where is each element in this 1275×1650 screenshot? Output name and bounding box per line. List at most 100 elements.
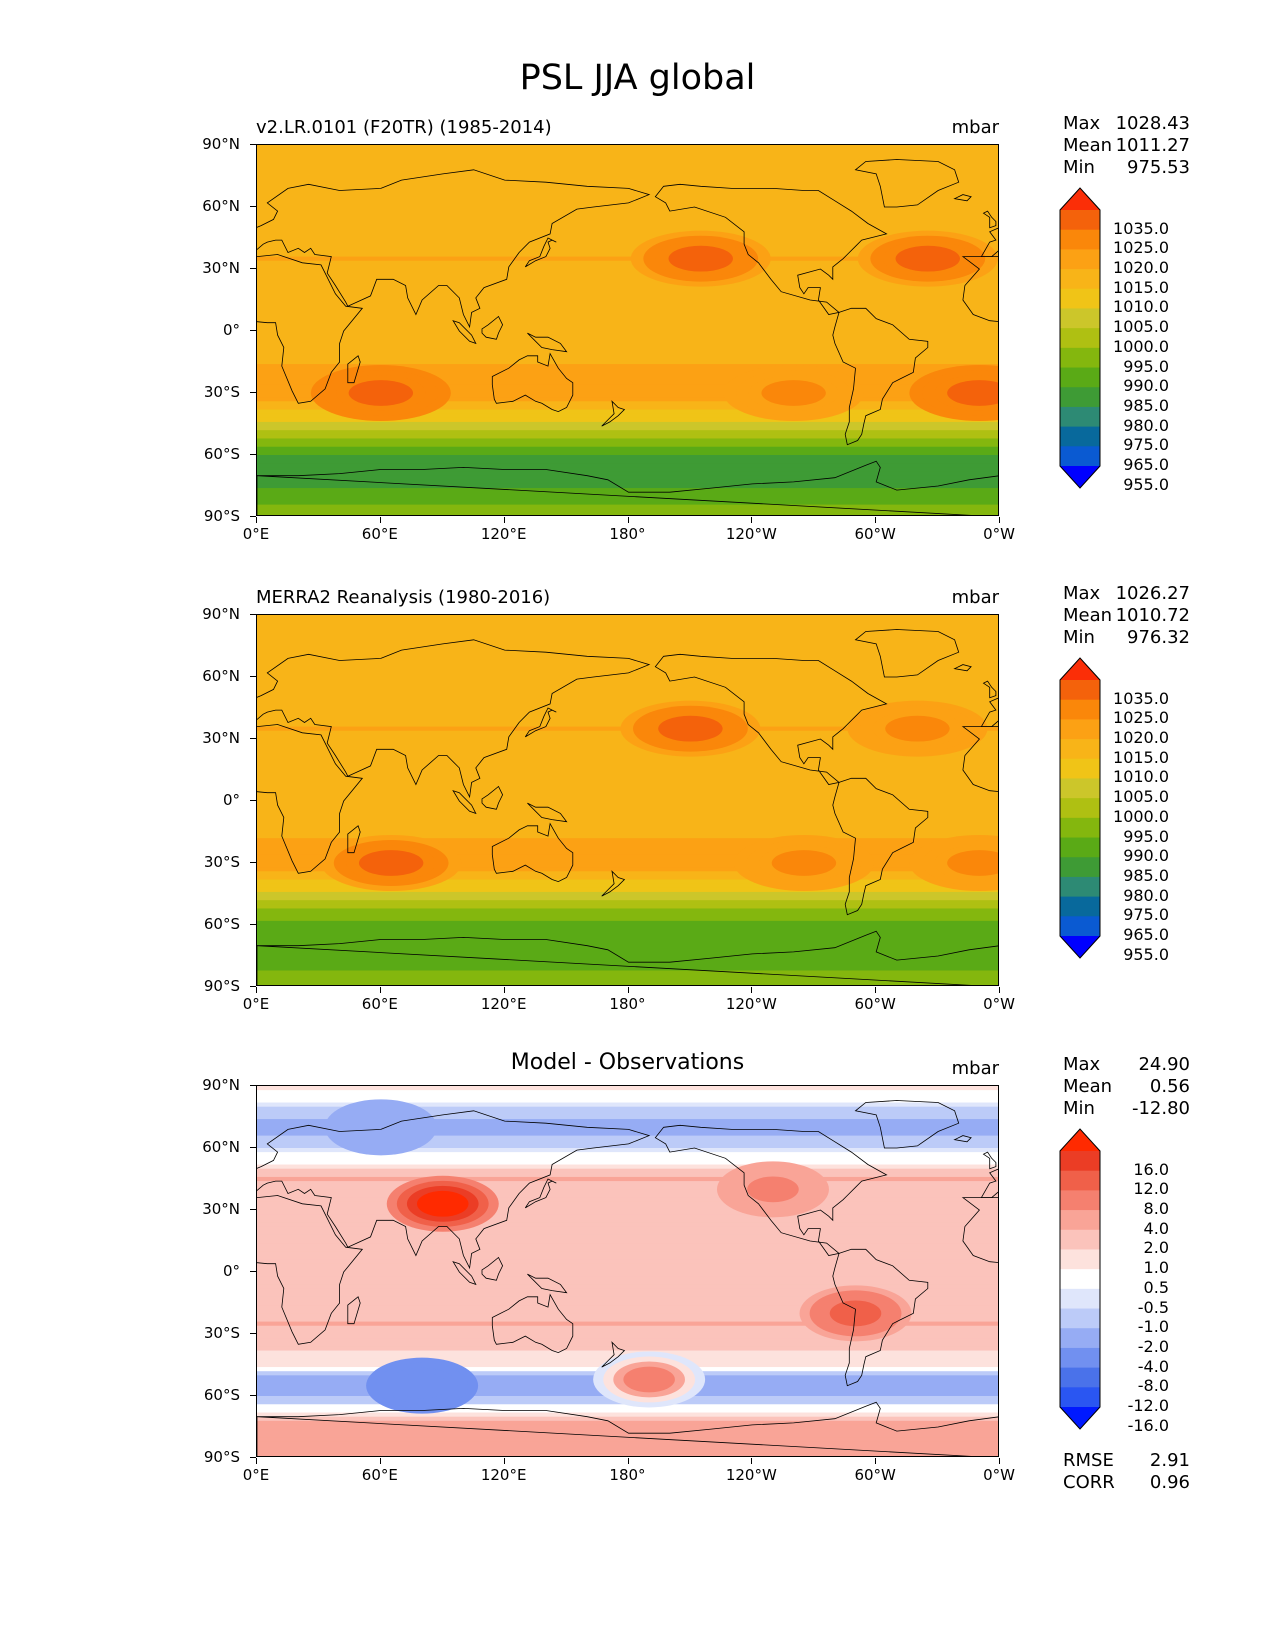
zonal-band-group bbox=[257, 145, 998, 515]
coastline bbox=[527, 802, 568, 823]
zonal-band bbox=[257, 459, 998, 464]
colorbar-tick-label: 1010.0 bbox=[1113, 297, 1169, 317]
stat-label: Max bbox=[1063, 1054, 1101, 1075]
zonal-band bbox=[257, 685, 998, 690]
lon-tick-label: 120°E bbox=[464, 517, 544, 543]
zonal-band bbox=[257, 962, 998, 967]
metric-label: CORR bbox=[1063, 1472, 1115, 1493]
zonal-band bbox=[257, 409, 998, 415]
zonal-band bbox=[257, 1160, 998, 1166]
zonal-band bbox=[257, 978, 998, 984]
colorbar-swatches bbox=[1059, 1128, 1101, 1430]
zonal-band bbox=[257, 677, 998, 682]
panel-title: Model - Observations bbox=[510, 1050, 745, 1075]
zonal-band bbox=[257, 297, 998, 303]
zonal-band bbox=[257, 368, 998, 373]
zonal-band bbox=[257, 1251, 998, 1257]
figure-title: PSL JJA global bbox=[519, 58, 756, 98]
colorbar-tick-label: -16.0 bbox=[1127, 1415, 1169, 1435]
colorbar-tick-label: 990.0 bbox=[1123, 376, 1169, 396]
zonal-band bbox=[257, 619, 998, 624]
zonal-band bbox=[257, 949, 998, 955]
zonal-band bbox=[257, 231, 998, 237]
coastline bbox=[452, 319, 477, 345]
panel-difference: Model - Observations mbar Max 24.90 Mean 0.56… bbox=[0, 1050, 1275, 1508]
zonal-band bbox=[257, 970, 998, 976]
pressure-center bbox=[909, 365, 998, 421]
coastline bbox=[832, 307, 929, 446]
zonal-band bbox=[257, 434, 998, 440]
colorbar-tick-label: 955.0 bbox=[1123, 474, 1169, 494]
zonal-band bbox=[257, 1259, 998, 1265]
zonal-band bbox=[257, 1305, 998, 1310]
zonal-band bbox=[257, 1234, 998, 1240]
zonal-band bbox=[257, 763, 998, 769]
coastline bbox=[601, 870, 626, 897]
zonal-band bbox=[257, 846, 998, 852]
stat-value: -12.80 bbox=[1131, 1098, 1190, 1119]
lat-tick-label: 90°N bbox=[180, 605, 256, 623]
zonal-band bbox=[257, 739, 998, 744]
zonal-band bbox=[257, 500, 998, 506]
zonal-band bbox=[257, 834, 998, 839]
lat-tick-label: 0° bbox=[180, 1262, 256, 1280]
zonal-band bbox=[257, 1300, 998, 1306]
zonal-band bbox=[257, 660, 998, 666]
contour-ring bbox=[348, 380, 414, 406]
zonal-band bbox=[257, 227, 998, 233]
zonal-band bbox=[257, 751, 998, 757]
coastline bbox=[452, 1260, 477, 1286]
pressure-center bbox=[321, 835, 462, 891]
coastline bbox=[854, 1100, 960, 1149]
lon-tick-label: 180° bbox=[588, 517, 668, 543]
zonal-band bbox=[257, 850, 998, 856]
contour-ring bbox=[947, 850, 998, 876]
zonal-band bbox=[257, 867, 998, 872]
zonal-band-group bbox=[257, 1086, 998, 1456]
zonal-band bbox=[257, 1342, 998, 1347]
zonal-band bbox=[257, 1114, 998, 1120]
contour-ring bbox=[771, 850, 837, 876]
zonal-band bbox=[257, 701, 998, 707]
zonal-band bbox=[257, 900, 998, 905]
colorbar-tick-label: 985.0 bbox=[1123, 865, 1169, 885]
zonal-band bbox=[257, 883, 998, 889]
stat-value: 976.32 bbox=[1127, 627, 1190, 648]
stat-row: Mean 1011.27 bbox=[1063, 135, 1190, 157]
colorbar-extend-max bbox=[1060, 1129, 1100, 1151]
pressure-center bbox=[324, 1099, 437, 1156]
stat-row: Mean 1010.72 bbox=[1063, 605, 1190, 627]
zonal-band bbox=[257, 829, 998, 835]
zonal-band bbox=[257, 693, 998, 699]
lon-tick-label: 0°W bbox=[959, 1458, 1039, 1484]
colorbar-swatch bbox=[1060, 1328, 1100, 1349]
colorbar-tick-label: 965.0 bbox=[1123, 925, 1169, 944]
zonal-band bbox=[257, 442, 998, 448]
colorbar-tick-label: 12.0 bbox=[1133, 1179, 1169, 1199]
zonal-band bbox=[257, 471, 998, 477]
zonal-band bbox=[257, 945, 998, 951]
lat-tick-label: 30°N bbox=[180, 729, 256, 747]
pressure-center bbox=[799, 1285, 912, 1342]
contour-ring bbox=[895, 245, 960, 272]
pressure-center bbox=[620, 700, 761, 757]
zonal-band bbox=[257, 1123, 998, 1128]
colorbar-swatch bbox=[1060, 837, 1100, 858]
stats-box: Max 1026.27 Mean 1010.72 Min 976.32 bbox=[1063, 583, 1190, 649]
zonal-band bbox=[257, 264, 998, 270]
zonal-band bbox=[257, 879, 998, 885]
contour-ring bbox=[747, 1176, 799, 1203]
zonal-band bbox=[257, 318, 998, 324]
colorbar-swatch bbox=[1060, 328, 1100, 349]
zonal-band bbox=[257, 710, 998, 715]
stat-label: Mean bbox=[1063, 135, 1113, 156]
colorbar-swatch bbox=[1060, 1367, 1100, 1388]
metrics-box: RMSE 2.91 CORR 0.96 bbox=[1063, 1450, 1190, 1494]
colorbar-swatch bbox=[1060, 308, 1100, 329]
lat-tick-label: 30°S bbox=[180, 383, 256, 401]
zonal-band bbox=[257, 1135, 998, 1141]
zonal-band bbox=[257, 817, 998, 823]
zonal-band bbox=[257, 1148, 998, 1153]
colorbar-outline bbox=[1059, 187, 1101, 489]
lon-tick-label: 120°E bbox=[464, 987, 544, 1013]
